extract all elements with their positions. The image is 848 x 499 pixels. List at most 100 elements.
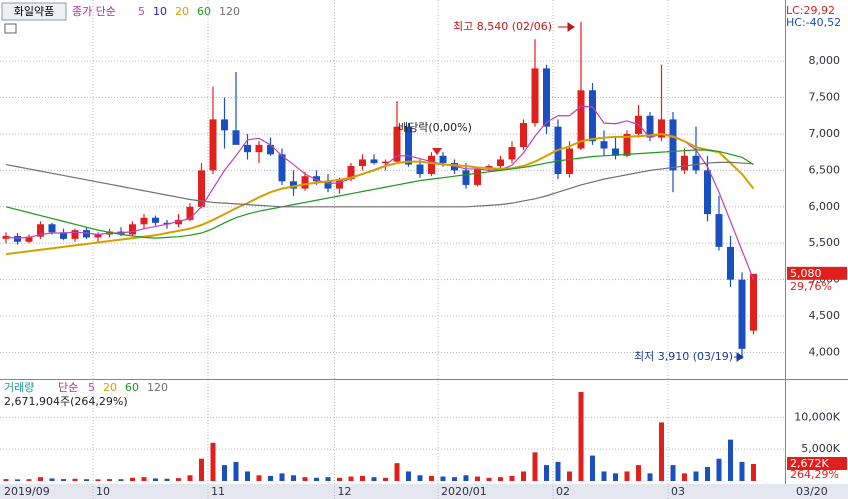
volume-bar — [693, 471, 699, 481]
candle-body — [186, 206, 194, 220]
dividend-marker — [432, 148, 442, 155]
candle-body — [474, 168, 481, 185]
moving-average — [5, 149, 754, 239]
candle-body — [175, 219, 182, 225]
candle-body — [692, 155, 700, 171]
indicator: HC:-40,52 — [786, 16, 841, 29]
grid-icon[interactable] — [4, 23, 17, 34]
annotation-low: 최저 3,910 (03/19) — [634, 350, 733, 363]
volume-bar — [532, 452, 538, 481]
candle-body — [704, 170, 711, 215]
candle-body — [543, 68, 550, 127]
x-tick-label: 10 — [96, 485, 110, 498]
y-tick-label: 5,000K — [801, 442, 840, 455]
volume-bar — [567, 471, 572, 481]
x-tick-label: 2019/09 — [4, 485, 50, 498]
volume-bar — [406, 471, 411, 481]
candle-body — [37, 224, 44, 237]
candle-body — [267, 144, 274, 155]
last-value: 5,080 — [790, 267, 822, 280]
candle-body — [83, 230, 90, 238]
y-tick-label: 6,500 — [809, 163, 841, 176]
volume-bar — [233, 461, 239, 481]
candle-body — [94, 234, 102, 238]
x-tick-label: 03 — [671, 485, 685, 498]
volume-bar — [153, 478, 158, 481]
volume-bar — [210, 442, 216, 481]
candle-body — [290, 181, 297, 189]
candle-body — [658, 119, 665, 138]
candle-body — [393, 126, 401, 162]
candle-body — [25, 236, 33, 242]
candle-body — [428, 155, 435, 175]
candle-body — [71, 230, 79, 239]
stock-name-box[interactable] — [1, 2, 67, 21]
candle-body — [600, 141, 608, 149]
candle-body — [439, 155, 447, 164]
legend-entry: 5 — [138, 5, 145, 18]
y-tick-label: 7,000 — [809, 127, 841, 140]
candle-body — [244, 144, 251, 153]
annotation-dividend: 배당락(0,00%) — [398, 121, 472, 134]
legend-title: 종가 단순 — [72, 5, 116, 18]
volume-legend-title: 거래량 — [4, 381, 34, 394]
candle-body — [451, 163, 458, 171]
volume-bar — [555, 461, 561, 481]
volume-bar — [613, 473, 618, 481]
candle-body — [623, 133, 631, 156]
candle-body — [727, 246, 734, 280]
volume-bar — [371, 477, 377, 481]
candle-body — [198, 170, 205, 207]
candle-body — [750, 273, 757, 331]
candle-body — [152, 217, 159, 223]
annotation-high: 최고 8,540 (02/06) — [453, 20, 552, 33]
marks — [2, 21, 757, 481]
volume-bar — [624, 471, 630, 481]
candle-body — [462, 170, 470, 185]
candle-body — [221, 119, 228, 131]
volume-bar — [176, 478, 181, 481]
volume-bar — [498, 477, 503, 481]
candle-body — [681, 155, 688, 171]
candle-body — [416, 164, 424, 175]
volume-bar — [360, 475, 365, 481]
legend-entry: 60 — [197, 5, 211, 18]
volume-bar — [222, 465, 227, 481]
volume-bar — [751, 463, 756, 481]
legend-entry: 10 — [153, 5, 167, 18]
y-tick-label: 5,500 — [809, 236, 841, 249]
volume-bar — [314, 477, 319, 481]
volume-bar — [636, 465, 641, 481]
volume-bar — [394, 463, 400, 481]
x-tick-label: 02 — [556, 485, 570, 498]
candle-body — [60, 232, 67, 239]
volume-bar — [291, 475, 296, 481]
volume-legend-sub: 단순 — [58, 381, 78, 394]
volume-bar — [728, 439, 733, 481]
volume-bar — [348, 476, 354, 481]
candle-body — [566, 148, 573, 175]
arrow — [558, 22, 575, 32]
candle-body — [669, 119, 677, 171]
volume-bar — [72, 478, 78, 481]
volume-bar — [3, 479, 9, 481]
indicator: LC:29,92 — [786, 4, 835, 17]
volume-bar — [601, 471, 607, 481]
volume-bar — [164, 478, 170, 481]
volume-bar — [417, 475, 423, 481]
y-tick-label: 4,500 — [809, 309, 841, 322]
volume-legend-entry: 5 — [88, 381, 95, 394]
candle-body — [209, 119, 217, 171]
candle-body — [163, 222, 171, 225]
last-volume: 2,672K — [790, 457, 829, 470]
volume-legend-entry: 60 — [125, 381, 139, 394]
candle-body — [278, 154, 286, 182]
y-tick-label: 4,000 — [809, 346, 841, 359]
volume-bar — [716, 458, 722, 481]
candle-body — [577, 90, 585, 149]
volume-bar — [647, 473, 653, 481]
volume-bar — [302, 477, 308, 481]
volume-bar — [463, 475, 469, 481]
